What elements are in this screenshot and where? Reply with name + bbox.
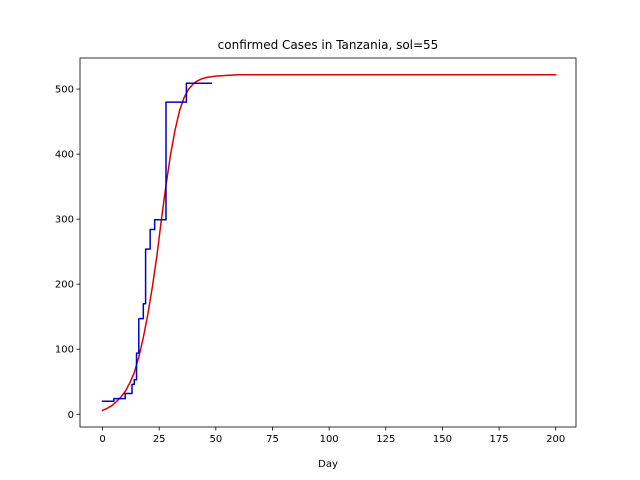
axes-frame	[79, 57, 577, 428]
x-tick-label: 75	[266, 434, 279, 445]
series-line-fitted	[101, 74, 557, 412]
x-tick-label: 50	[209, 434, 222, 445]
x-tick-label: 0	[99, 434, 105, 445]
x-tick-label: 25	[153, 434, 166, 445]
y-tick-label: 300	[55, 215, 74, 226]
y-tick-label: 400	[55, 150, 74, 161]
series-line-confirmed	[101, 82, 213, 402]
y-axis: 0 100 200 300 400 500	[55, 85, 80, 421]
y-tick-label: 0	[68, 410, 74, 421]
y-tick-label: 500	[55, 85, 74, 96]
x-tick-label: 200	[546, 434, 565, 445]
x-axis: 0 25 50 75 100 125 150 175 200	[99, 427, 565, 445]
chart-title: confirmed Cases in Tanzania, sol=55	[218, 38, 439, 52]
x-tick-label: 150	[433, 434, 452, 445]
x-tick-label: 100	[320, 434, 339, 445]
plot-area	[101, 74, 557, 412]
x-tick-label: 175	[490, 434, 509, 445]
x-tick-label: 125	[376, 434, 395, 445]
y-tick-label: 200	[55, 280, 74, 291]
y-tick-label: 100	[55, 345, 74, 356]
x-axis-label: Day	[318, 459, 338, 470]
